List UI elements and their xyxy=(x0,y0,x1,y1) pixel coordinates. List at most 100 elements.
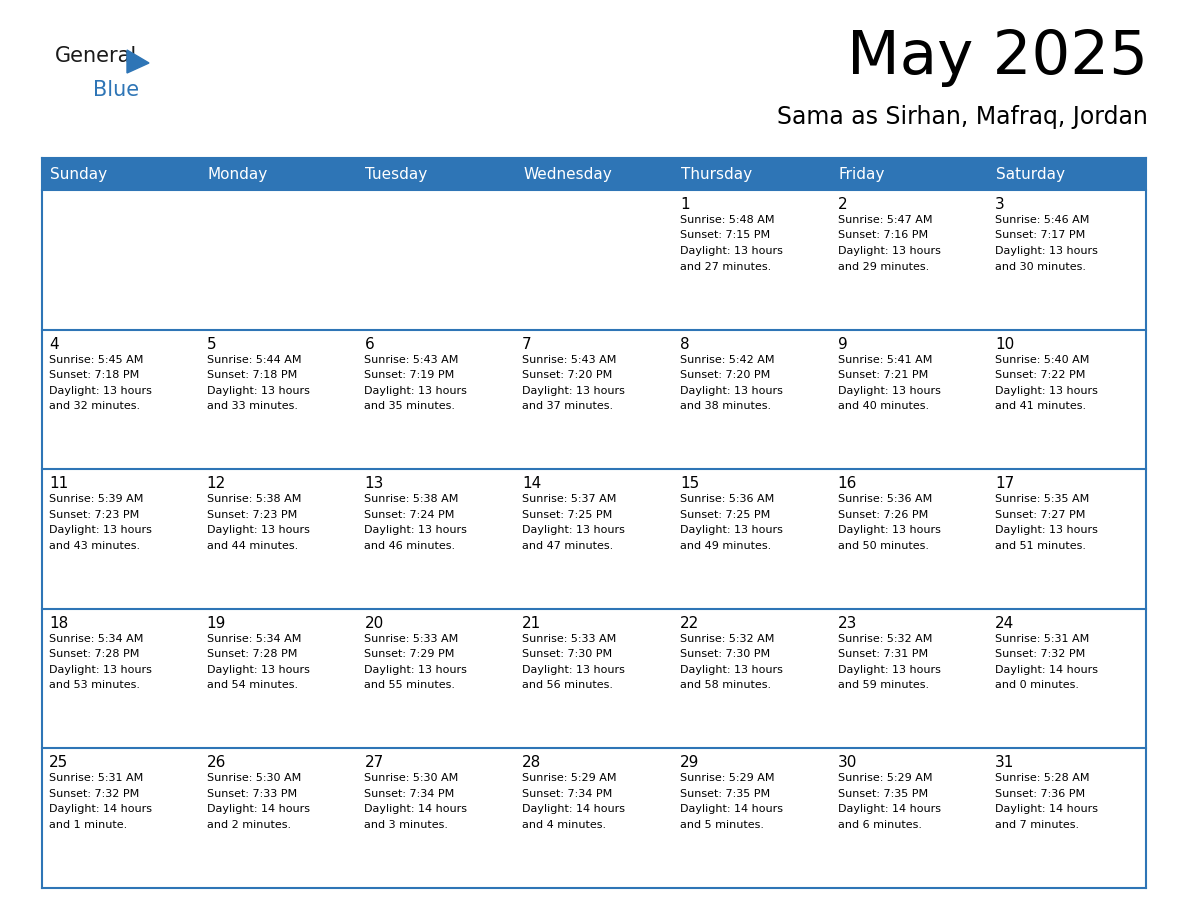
Text: and 35 minutes.: and 35 minutes. xyxy=(365,401,455,411)
Text: Sunday: Sunday xyxy=(50,166,107,182)
Text: Daylight: 13 hours: Daylight: 13 hours xyxy=(996,525,1098,535)
Text: Sunrise: 5:29 AM: Sunrise: 5:29 AM xyxy=(523,773,617,783)
Text: Sunrise: 5:29 AM: Sunrise: 5:29 AM xyxy=(680,773,775,783)
Text: Sunrise: 5:44 AM: Sunrise: 5:44 AM xyxy=(207,354,302,364)
Bar xyxy=(988,330,1146,469)
Text: 1: 1 xyxy=(680,197,689,212)
Text: Sunset: 7:28 PM: Sunset: 7:28 PM xyxy=(49,649,139,659)
Text: Tuesday: Tuesday xyxy=(366,166,428,182)
Bar xyxy=(358,609,516,748)
Text: 7: 7 xyxy=(523,337,532,352)
Text: Sunrise: 5:38 AM: Sunrise: 5:38 AM xyxy=(365,494,459,504)
Text: Daylight: 14 hours: Daylight: 14 hours xyxy=(365,804,467,814)
Text: 15: 15 xyxy=(680,476,699,491)
Text: Sunset: 7:35 PM: Sunset: 7:35 PM xyxy=(838,789,928,799)
Text: and 0 minutes.: and 0 minutes. xyxy=(996,680,1079,690)
Text: Sunrise: 5:32 AM: Sunrise: 5:32 AM xyxy=(680,633,775,644)
Bar xyxy=(830,190,988,330)
Text: Sunrise: 5:48 AM: Sunrise: 5:48 AM xyxy=(680,215,775,225)
Bar xyxy=(200,190,358,330)
Text: May 2025: May 2025 xyxy=(847,28,1148,87)
Text: Daylight: 13 hours: Daylight: 13 hours xyxy=(996,386,1098,396)
Text: and 41 minutes.: and 41 minutes. xyxy=(996,401,1086,411)
Text: and 44 minutes.: and 44 minutes. xyxy=(207,541,298,551)
Text: and 56 minutes.: and 56 minutes. xyxy=(523,680,613,690)
Bar xyxy=(42,330,200,469)
Text: Sunrise: 5:30 AM: Sunrise: 5:30 AM xyxy=(365,773,459,783)
Text: Daylight: 14 hours: Daylight: 14 hours xyxy=(996,665,1098,675)
Text: Daylight: 13 hours: Daylight: 13 hours xyxy=(838,246,941,256)
Text: Sunrise: 5:46 AM: Sunrise: 5:46 AM xyxy=(996,215,1089,225)
Bar xyxy=(200,748,358,888)
Text: Sunrise: 5:42 AM: Sunrise: 5:42 AM xyxy=(680,354,775,364)
Text: Sunset: 7:29 PM: Sunset: 7:29 PM xyxy=(365,649,455,659)
Text: Sunset: 7:18 PM: Sunset: 7:18 PM xyxy=(207,370,297,380)
Bar xyxy=(516,748,672,888)
Bar xyxy=(516,190,672,330)
Bar xyxy=(988,469,1146,609)
Text: and 27 minutes.: and 27 minutes. xyxy=(680,262,771,272)
Text: and 47 minutes.: and 47 minutes. xyxy=(523,541,613,551)
Text: Sunset: 7:23 PM: Sunset: 7:23 PM xyxy=(49,509,139,520)
Text: Daylight: 13 hours: Daylight: 13 hours xyxy=(523,665,625,675)
Text: Daylight: 14 hours: Daylight: 14 hours xyxy=(49,804,152,814)
Text: Sunrise: 5:45 AM: Sunrise: 5:45 AM xyxy=(49,354,144,364)
Text: 6: 6 xyxy=(365,337,374,352)
Text: and 33 minutes.: and 33 minutes. xyxy=(207,401,298,411)
Text: and 58 minutes.: and 58 minutes. xyxy=(680,680,771,690)
Text: Sunrise: 5:32 AM: Sunrise: 5:32 AM xyxy=(838,633,931,644)
Text: 27: 27 xyxy=(365,756,384,770)
Text: Sunrise: 5:43 AM: Sunrise: 5:43 AM xyxy=(365,354,459,364)
Text: Sunset: 7:23 PM: Sunset: 7:23 PM xyxy=(207,509,297,520)
Text: 5: 5 xyxy=(207,337,216,352)
Text: 12: 12 xyxy=(207,476,226,491)
Text: Sunset: 7:25 PM: Sunset: 7:25 PM xyxy=(680,509,770,520)
Bar xyxy=(42,190,200,330)
Text: 17: 17 xyxy=(996,476,1015,491)
Bar xyxy=(672,748,830,888)
Text: Daylight: 13 hours: Daylight: 13 hours xyxy=(207,386,310,396)
Text: Daylight: 13 hours: Daylight: 13 hours xyxy=(838,386,941,396)
Text: Daylight: 13 hours: Daylight: 13 hours xyxy=(680,525,783,535)
Text: Daylight: 14 hours: Daylight: 14 hours xyxy=(207,804,310,814)
Text: Sunset: 7:24 PM: Sunset: 7:24 PM xyxy=(365,509,455,520)
Text: Daylight: 14 hours: Daylight: 14 hours xyxy=(996,804,1098,814)
Text: Sunset: 7:34 PM: Sunset: 7:34 PM xyxy=(523,789,612,799)
Text: Daylight: 14 hours: Daylight: 14 hours xyxy=(680,804,783,814)
Text: and 43 minutes.: and 43 minutes. xyxy=(49,541,140,551)
Text: Sunrise: 5:35 AM: Sunrise: 5:35 AM xyxy=(996,494,1089,504)
Text: Sunset: 7:20 PM: Sunset: 7:20 PM xyxy=(680,370,770,380)
Text: and 53 minutes.: and 53 minutes. xyxy=(49,680,140,690)
Text: Sunrise: 5:36 AM: Sunrise: 5:36 AM xyxy=(680,494,775,504)
Bar xyxy=(358,748,516,888)
Text: Sunset: 7:30 PM: Sunset: 7:30 PM xyxy=(680,649,770,659)
Text: and 37 minutes.: and 37 minutes. xyxy=(523,401,613,411)
Text: Sunset: 7:26 PM: Sunset: 7:26 PM xyxy=(838,509,928,520)
Text: Daylight: 13 hours: Daylight: 13 hours xyxy=(838,525,941,535)
Bar xyxy=(42,158,1146,190)
Bar xyxy=(830,330,988,469)
Text: Daylight: 13 hours: Daylight: 13 hours xyxy=(49,665,152,675)
Text: and 49 minutes.: and 49 minutes. xyxy=(680,541,771,551)
Text: Daylight: 13 hours: Daylight: 13 hours xyxy=(365,525,467,535)
Text: Sunset: 7:17 PM: Sunset: 7:17 PM xyxy=(996,230,1086,241)
Text: and 46 minutes.: and 46 minutes. xyxy=(365,541,455,551)
Text: Friday: Friday xyxy=(839,166,885,182)
Text: Daylight: 13 hours: Daylight: 13 hours xyxy=(49,525,152,535)
Text: and 38 minutes.: and 38 minutes. xyxy=(680,401,771,411)
Text: 18: 18 xyxy=(49,616,68,631)
Text: Daylight: 13 hours: Daylight: 13 hours xyxy=(49,386,152,396)
Text: Sunset: 7:25 PM: Sunset: 7:25 PM xyxy=(523,509,612,520)
Text: Sunrise: 5:31 AM: Sunrise: 5:31 AM xyxy=(996,633,1089,644)
Text: 3: 3 xyxy=(996,197,1005,212)
Text: Daylight: 13 hours: Daylight: 13 hours xyxy=(207,665,310,675)
Text: Sunset: 7:30 PM: Sunset: 7:30 PM xyxy=(523,649,612,659)
Text: Sunset: 7:18 PM: Sunset: 7:18 PM xyxy=(49,370,139,380)
Text: Sunrise: 5:40 AM: Sunrise: 5:40 AM xyxy=(996,354,1089,364)
Bar xyxy=(200,609,358,748)
Text: Daylight: 13 hours: Daylight: 13 hours xyxy=(680,386,783,396)
Bar xyxy=(358,469,516,609)
Bar xyxy=(42,609,200,748)
Text: Sunrise: 5:33 AM: Sunrise: 5:33 AM xyxy=(365,633,459,644)
Text: Wednesday: Wednesday xyxy=(523,166,612,182)
